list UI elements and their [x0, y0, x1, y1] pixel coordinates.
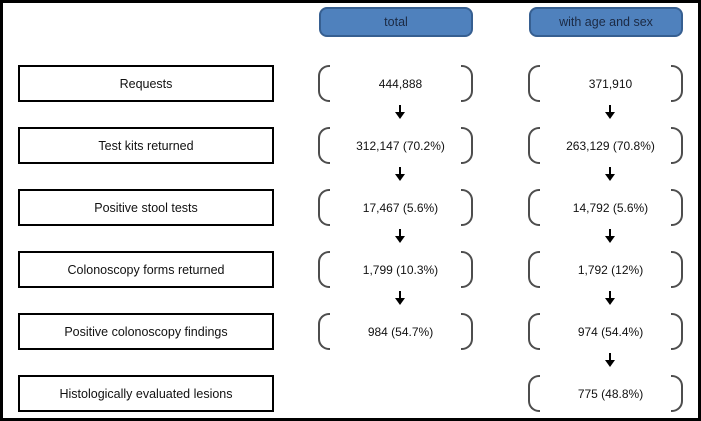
value-agesex-test-kits-returned: 263,129 (70.8%) [528, 127, 683, 164]
right-bracket-icon [461, 189, 473, 226]
left-bracket-icon [528, 251, 540, 288]
value-total-test-kits-returned: 312,147 (70.2%) [318, 127, 473, 164]
stage-label-test-kits-returned: Test kits returned [18, 127, 274, 164]
value-text: 263,129 (70.8%) [566, 138, 655, 153]
value-total-positive-colonoscopy-findings: 984 (54.7%) [318, 313, 473, 350]
value-text: 984 (54.7%) [367, 324, 434, 339]
left-bracket-icon [528, 313, 540, 350]
left-bracket-icon [528, 127, 540, 164]
value-total-colonoscopy-forms-returned: 1,799 (10.3%) [318, 251, 473, 288]
value-text: 444,888 [378, 76, 423, 91]
down-arrow-icon [605, 167, 615, 181]
left-bracket-icon [528, 65, 540, 102]
stage-label-histologically-evaluated-lesions: Histologically evaluated lesions [18, 375, 274, 412]
value-agesex-requests: 371,910 [528, 65, 683, 102]
value-total-requests: 444,888 [318, 65, 473, 102]
down-arrow-icon [395, 229, 405, 243]
column-header-with-age-and-sex: with age and sex [529, 7, 683, 37]
left-bracket-icon [528, 375, 540, 412]
left-bracket-icon [318, 313, 330, 350]
down-arrow-icon [605, 229, 615, 243]
right-bracket-icon [671, 375, 683, 412]
stage-label-requests: Requests [18, 65, 274, 102]
right-bracket-icon [671, 189, 683, 226]
value-text: 312,147 (70.2%) [356, 138, 445, 153]
right-bracket-icon [461, 65, 473, 102]
right-bracket-icon [671, 127, 683, 164]
stage-label-colonoscopy-forms-returned: Colonoscopy forms returned [18, 251, 274, 288]
left-bracket-icon [318, 65, 330, 102]
value-agesex-colonoscopy-forms-returned: 1,792 (12%) [528, 251, 683, 288]
right-bracket-icon [671, 251, 683, 288]
value-text: 1,792 (12%) [577, 262, 644, 277]
right-bracket-icon [671, 313, 683, 350]
left-bracket-icon [528, 189, 540, 226]
stage-label-positive-colonoscopy-findings: Positive colonoscopy findings [18, 313, 274, 350]
right-bracket-icon [461, 251, 473, 288]
value-text: 14,792 (5.6%) [572, 200, 649, 215]
right-bracket-icon [461, 127, 473, 164]
down-arrow-icon [395, 291, 405, 305]
column-header-total: total [319, 7, 473, 37]
right-bracket-icon [461, 313, 473, 350]
value-text: 1,799 (10.3%) [362, 262, 439, 277]
value-agesex-positive-stool-tests: 14,792 (5.6%) [528, 189, 683, 226]
left-bracket-icon [318, 189, 330, 226]
down-arrow-icon [605, 353, 615, 367]
value-agesex-histologically-evaluated-lesions: 775 (48.8%) [528, 375, 683, 412]
value-text: 17,467 (5.6%) [362, 200, 439, 215]
left-bracket-icon [318, 251, 330, 288]
value-text: 371,910 [588, 76, 633, 91]
value-text: 775 (48.8%) [577, 386, 644, 401]
down-arrow-icon [395, 167, 405, 181]
down-arrow-icon [605, 291, 615, 305]
value-total-positive-stool-tests: 17,467 (5.6%) [318, 189, 473, 226]
stage-label-positive-stool-tests: Positive stool tests [18, 189, 274, 226]
down-arrow-icon [605, 105, 615, 119]
value-text: 974 (54.4%) [577, 324, 644, 339]
left-bracket-icon [318, 127, 330, 164]
right-bracket-icon [671, 65, 683, 102]
value-agesex-positive-colonoscopy-findings: 974 (54.4%) [528, 313, 683, 350]
down-arrow-icon [395, 105, 405, 119]
